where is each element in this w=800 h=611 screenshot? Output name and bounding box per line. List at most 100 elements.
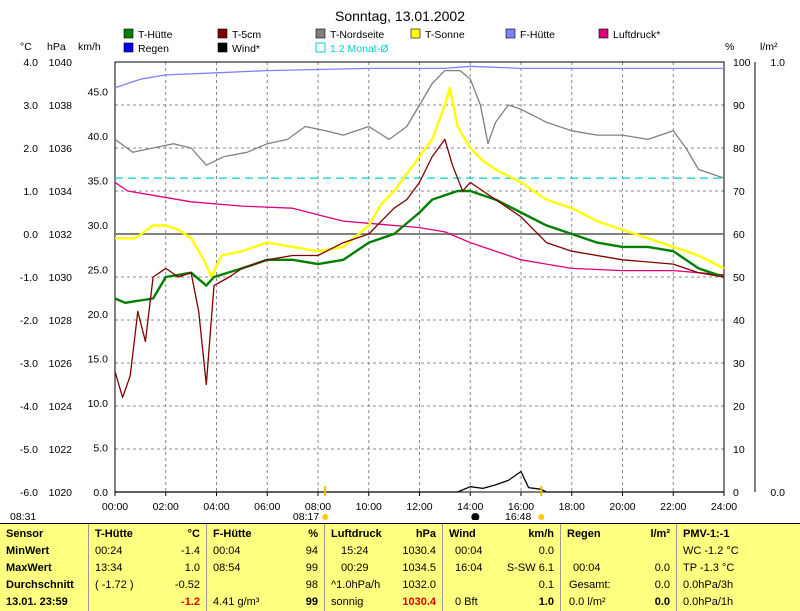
t-huette-current: -1.2 [181,596,200,608]
x-tick-label: 24:00 [711,501,737,513]
pressure-tick-label: 1040 [49,57,73,69]
regen-total-value: 0.0 [654,579,670,591]
luftdruck-unit: hPa [415,528,436,540]
min-label: MinWert [6,545,50,557]
wind-tick-label: 5.0 [93,443,108,455]
stats-luftdruck: Luftdruck hPa 15:24 1030.4 00:29 1034.5 ^1.… [324,524,442,611]
regen-max-time: 00:04 [573,562,601,574]
humidity-tick-label: 0 [733,487,739,499]
stats-regen: Regen l/m² 00:04 0.0 Gesamt: 0.0 0.0 l/m² 0.… [560,524,676,611]
temp-tick-label: -1.0 [20,272,38,284]
x-tick-label: 16:00 [508,501,534,513]
series-line-luftdruck [114,181,725,276]
pressure-tick-label: 1022 [49,444,73,456]
f-huette-unit: % [308,528,318,540]
t-huette-unit: °C [187,528,200,540]
rain-tick-label: 0.0 [770,487,785,499]
weather-chart: Sonntag, 13.01.2002 00:00 02:00 04:00 06:00 0… [10,8,785,523]
legend-label-wind: Wind* [232,43,260,55]
pmv-dewpoint: TP -1.3 °C [683,562,735,574]
f-huette-title: F-Hütte [213,528,252,540]
x-tick-label: 14:00 [457,501,483,513]
f-huette-min-time: 00:04 [213,545,241,557]
luftdruck-weather: sonnig [331,596,364,608]
f-huette-max-value: 99 [305,562,318,574]
temp-tick-label: 4.0 [23,57,38,69]
wind-tick-label: 30.0 [88,220,109,232]
regen-title: Regen [567,528,601,540]
legend-swatch-luftdruck [598,28,609,39]
temp-tick-label: -6.0 [20,487,38,499]
pmv-title: PMV-1:-1 [683,528,730,540]
humidity-tick-label: 70 [733,186,745,198]
pmv-windchill: WC -1.2 °C [683,545,739,557]
legend-swatch-t-h-tte [123,28,134,39]
luftdruck-title: Luftdruck [331,528,382,540]
temp-tick-label: 3.0 [23,100,38,112]
temp-axis-label: °C [20,41,32,53]
wind-min-value: 0.0 [538,545,554,557]
chart-svg: Sonntag, 13.01.2002 00:00 02:00 04:00 06:00 0… [10,8,785,523]
x-tick-label: 06:00 [254,501,280,513]
legend-label-regen: Regen [138,43,169,55]
pressure-tick-label: 1030 [49,272,73,284]
wind-tick-label: 25.0 [88,265,109,277]
pressure-tick-label: 1036 [49,143,73,155]
wind-axis-label: km/h [78,41,101,53]
pressure-tick-label: 1032 [49,229,73,241]
legend-label-1-2-monat: 1.2 Monat-Ø [330,43,388,55]
x-tick-label: 20:00 [609,501,635,513]
series-line-f-h-tte [114,65,724,89]
sunrise-label: 08:17 [293,511,319,520]
humidity-tick-label: 20 [733,401,745,413]
legend-swatch-1-2-monat [315,42,326,53]
wind-current: 1.0 [538,596,554,608]
luftdruck-trend: ^1.0hPa/h [331,579,381,591]
series-line-t-5cm [114,138,725,399]
humidity-tick-label: 10 [733,444,745,456]
legend-swatch-t-sonne [410,28,421,39]
wind-tick-label: 15.0 [88,354,109,366]
max-label: MaxWert [6,562,52,574]
wind-min-time: 00:04 [455,545,483,557]
series-line-t-sonne [115,86,725,279]
x-tick-label: 02:00 [153,501,179,513]
legend-swatch-regen [123,42,134,53]
avg-label: Durchschnitt [6,579,74,591]
rain-axis-label: l/m² [760,41,778,53]
f-huette-current: 99 [305,596,318,608]
luftdruck-max-value: 1034.5 [402,562,436,574]
t-huette-avg-extra: ( -1.72 ) [95,579,134,591]
t-huette-title: T-Hütte [95,528,133,540]
chart-title: Sonntag, 13.01.2002 [335,8,465,24]
x-tick-label: 10:00 [356,501,382,513]
temp-tick-label: -3.0 [20,358,38,370]
luftdruck-max-time: 00:29 [341,562,369,574]
t-huette-max-value: 1.0 [184,562,200,574]
series-line-t-h-tte [114,189,725,304]
pressure-tick-label: 1038 [49,100,73,112]
luftdruck-current: 1030.4 [402,596,436,608]
regen-max-value: 0.0 [654,562,670,574]
wind-avg-value: 0.1 [538,579,554,591]
luftdruck-avg-value: 1032.0 [402,579,436,591]
series-line-wind [115,470,724,493]
t-huette-min-value: -1.4 [181,545,200,557]
legend-label-t-h-tte: T-Hütte [138,29,173,41]
sunset-label: 16:48 [505,511,531,520]
wind-beaufort: 0 Bft [455,596,478,608]
series-line-t-nordseite [114,69,725,179]
luftdruck-min-value: 1030.4 [402,545,436,557]
wind-max-value: S-SW 6.1 [506,562,554,574]
legend-swatch-t-nordseite [315,28,326,39]
rain-tick-label: 1.0 [770,57,785,69]
legend-label-t-nordseite: T-Nordseite [330,29,384,41]
moon-marker [471,513,480,521]
f-huette-max-time: 08:54 [213,562,241,574]
regen-unit: l/m² [650,528,670,540]
legend-label-f-h-tte: F-Hütte [520,29,555,41]
temp-tick-label: -5.0 [20,444,38,456]
pressure-tick-label: 1028 [49,315,73,327]
wind-tick-label: 0.0 [93,487,108,499]
f-huette-avg-value: 98 [305,579,318,591]
